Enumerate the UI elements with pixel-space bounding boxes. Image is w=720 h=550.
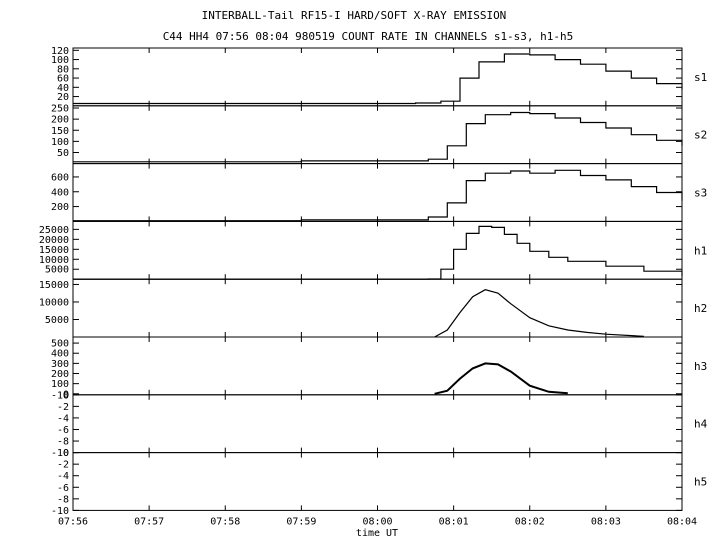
panel-frame-h1 [72,220,683,280]
chart-subtitle: C44 HH4 07:56 08:04 980519 COUNT RATE IN… [163,30,574,43]
channel-label-h1: h1 [694,244,707,257]
ytick-label-s2: 100 [51,137,69,148]
ytick-label-h3: 300 [51,359,69,370]
ytick-label-s1: 20 [57,92,69,103]
ytick-label-s1: 60 [57,74,69,85]
ytick-label-h2: 10000 [39,297,69,308]
chart-title: INTERBALL-Tail RF15-I HARD/SOFT X-RAY EM… [202,9,507,22]
series-s2 [73,111,683,163]
xtick-label: 08:00 [362,516,392,527]
ytick-label-h5: -6 [57,483,69,494]
ytick-label-h5: -10 [51,506,69,517]
xtick-label: 07:59 [286,516,316,527]
ytick-label-s3: 200 [51,202,69,213]
channel-label-h4: h4 [694,418,708,431]
ytick-label-h3: -10 [51,390,69,401]
ytick-label-h4: -8 [57,437,69,448]
panel-frame-s3 [72,163,683,222]
xtick-label: 08:04 [667,516,697,527]
series-h3 [434,362,568,395]
ytick-label-h1: 25000 [39,225,69,236]
xtick-label: 08:03 [591,516,621,527]
ytick-label-h4: -4 [57,413,69,424]
ytick-label-s2: 250 [51,104,69,115]
ytick-label-s1: 80 [57,64,69,75]
ytick-label-s1: 120 [51,46,69,57]
channel-label-s2: s2 [694,129,707,142]
channel-label-s1: s1 [694,71,707,84]
ytick-label-h5: -8 [57,494,69,505]
ytick-label-h5: -4 [57,471,69,482]
ytick-label-h4: -6 [57,425,69,436]
ytick-label-h1: 10000 [39,255,69,266]
ytick-label-s2: 50 [57,148,69,159]
panel-frame-s2 [72,105,683,165]
ytick-label-h3: 0 [63,389,69,400]
channel-label-h2: h2 [694,302,707,315]
xtick-label: 08:01 [439,516,469,527]
channel-label-s3: s3 [694,187,707,200]
ytick-label-s3: 600 [51,172,69,183]
channel-label-h3: h3 [694,360,707,373]
panel-h2: 5000 10000 15000 h2 [39,278,707,338]
ytick-label-h3: 200 [51,369,69,380]
ytick-label-h1: 5000 [45,265,69,276]
panel-frame-s1 [72,47,683,107]
xtick-label: 07:57 [134,516,164,527]
ytick-label-s2: 200 [51,115,69,126]
series-s3 [73,169,683,222]
ytick-label-s1: 100 [51,55,69,66]
series-h2 [434,289,644,338]
ytick-label-h4: 0 [63,390,69,401]
x-axis-label: time UT [356,528,398,539]
series-s1 [73,53,683,105]
ytick-label-h3: 500 [51,339,69,350]
ytick-label-h1: 20000 [39,235,69,246]
xtick-label: 08:02 [515,516,545,527]
ytick-label-h4: -2 [57,402,69,413]
ytick-label-h2: 15000 [39,280,69,291]
panel-frame-h4 [72,394,683,454]
panel-s3: 200 400 600 s3 [51,163,707,222]
ytick-label-s2: 150 [51,126,69,137]
ytick-label-h1: 15000 [39,245,69,256]
ytick-label-h3: 400 [51,349,69,360]
xtick-label: 07:56 [58,516,88,527]
ytick-label-h5: -2 [57,460,69,471]
ytick-label-h4: -10 [51,448,69,459]
ytick-label-h2: 5000 [45,315,69,326]
channel-label-h5: h5 [694,476,707,489]
panel-frame-h2 [72,278,683,338]
ytick-label-h5: 0 [63,448,69,459]
ytick-label-h3: 100 [51,379,69,390]
panel-frame-h3 [72,336,683,396]
series-h1 [73,225,683,280]
ytick-label-s3: 400 [51,187,69,198]
ytick-label-s1: 40 [57,83,69,94]
panel-frame-h5 [72,452,683,511]
xtick-label: 07:58 [210,516,240,527]
